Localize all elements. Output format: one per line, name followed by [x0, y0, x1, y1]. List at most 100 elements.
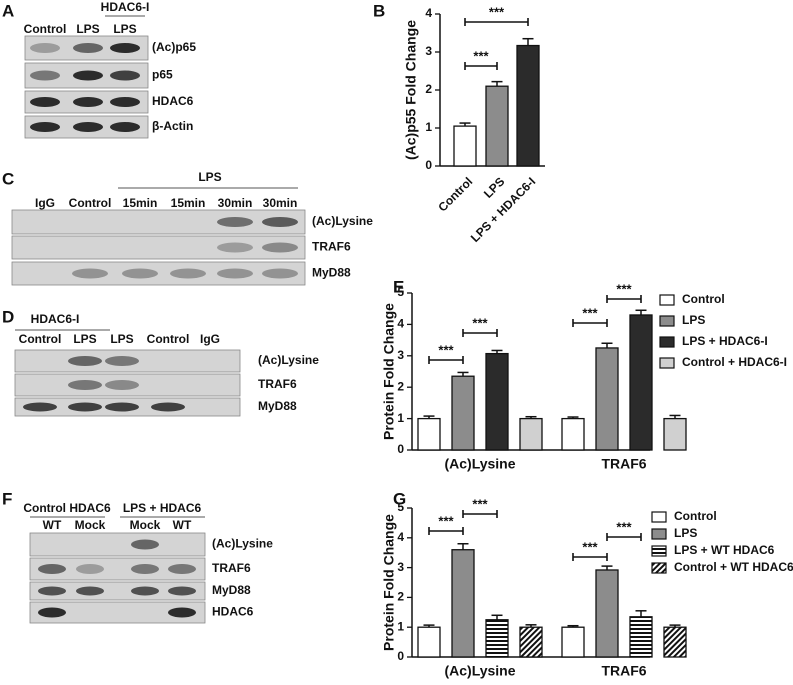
blot-strip: [11, 261, 306, 286]
blot-band: [131, 539, 159, 550]
lane-label: 15min: [123, 196, 158, 210]
significance-label: ***: [438, 342, 454, 357]
bar: [595, 569, 619, 658]
row-label: TRAF6: [212, 561, 251, 575]
blot-band: [131, 564, 159, 574]
legend-label: LPS + WT HDAC6: [674, 543, 775, 557]
error-bar: [669, 624, 681, 628]
y-tick-label: 4: [397, 317, 404, 331]
bar: [453, 125, 477, 167]
legend-label: LPS: [674, 526, 697, 540]
blot-band: [262, 217, 298, 227]
x-tick-label: LPS: [481, 174, 507, 200]
y-axis-label: Protein Fold Change: [381, 514, 397, 651]
bar: [417, 417, 441, 451]
blot-band: [23, 402, 57, 412]
error-bar: [567, 624, 579, 628]
blot-band: [217, 242, 253, 253]
group-label: LPS: [198, 170, 221, 184]
panel-label: D: [2, 307, 14, 326]
legend-swatch: [659, 336, 675, 348]
error-bar: [525, 415, 537, 419]
x-tick-label: TRAF6: [601, 456, 646, 472]
lane-label: LPS: [76, 22, 99, 36]
bar: [485, 352, 509, 451]
y-axis-label: (Ac)p55 Fold Change: [403, 20, 419, 160]
blot-band: [262, 268, 298, 279]
group-label: Control HDAC6: [23, 501, 111, 515]
significance-bracket: [428, 356, 464, 364]
lane-label: 30min: [218, 196, 253, 210]
blot-band: [151, 402, 185, 412]
blot-band: [170, 268, 206, 279]
blot-band: [105, 356, 139, 366]
panel-label: C: [2, 169, 14, 188]
lane-label: Control: [19, 332, 62, 346]
error-bar: [491, 349, 503, 354]
y-tick-label: 3: [397, 560, 404, 574]
lane-label: LPS: [110, 332, 133, 346]
bar: [561, 626, 585, 658]
blot-band: [168, 607, 196, 618]
error-bar: [423, 415, 435, 419]
legend-swatch: [659, 294, 675, 306]
bar: [451, 375, 475, 451]
group-label: HDAC6-I: [101, 0, 150, 14]
significance-bracket: [572, 319, 608, 327]
blot-band: [168, 586, 196, 596]
row-label: (Ac)p65: [152, 40, 196, 54]
legend-label: LPS + HDAC6-I: [682, 334, 768, 348]
blot-band: [72, 268, 108, 279]
bar: [516, 44, 540, 167]
blot-band: [110, 70, 140, 81]
blot-band: [30, 122, 60, 132]
error-bar: [423, 624, 435, 628]
blot-band: [262, 242, 298, 253]
legend-swatch: [659, 315, 675, 327]
significance-label: ***: [582, 305, 598, 320]
row-label: MyD88: [212, 583, 251, 597]
bar: [451, 549, 475, 658]
significance-label: ***: [472, 496, 488, 511]
panel-label: E: [393, 277, 404, 296]
y-tick-label: 3: [425, 44, 432, 58]
bar: [519, 417, 543, 451]
row-label: MyD88: [312, 266, 351, 280]
y-tick-label: 2: [397, 379, 404, 393]
lane-label: Control: [24, 22, 67, 36]
blot-strip: [11, 235, 306, 260]
significance-label: ***: [438, 513, 454, 528]
blot-band: [73, 70, 103, 81]
significance-bracket: [462, 510, 498, 518]
lane-label: IgG: [200, 332, 220, 346]
x-tick-label: Control: [435, 174, 475, 214]
blot-band: [110, 97, 140, 107]
blot-band: [68, 356, 102, 366]
row-label: MyD88: [258, 399, 297, 413]
blot-band: [30, 97, 60, 107]
lane-label: WT: [173, 518, 192, 532]
y-tick-label: 5: [397, 500, 404, 514]
legend-label: Control + WT HDAC6: [674, 560, 793, 574]
bar: [485, 85, 509, 167]
blot-band: [217, 268, 253, 279]
y-tick-label: 1: [425, 120, 432, 134]
blot-band: [110, 122, 140, 132]
blot-strip: [29, 601, 206, 624]
error-bar: [491, 80, 503, 87]
panel-label: B: [373, 1, 385, 20]
blot-band: [30, 43, 60, 53]
blot-band: [73, 97, 103, 107]
bar: [663, 626, 687, 658]
lane-label: Mock: [130, 518, 161, 532]
error-bar: [635, 309, 647, 315]
bar: [561, 417, 585, 451]
y-tick-label: 0: [397, 649, 404, 663]
y-tick-label: 4: [397, 530, 404, 544]
blot-band: [105, 402, 139, 412]
row-label: β-Actin: [152, 119, 193, 133]
significance-bracket: [606, 295, 642, 303]
blot-strip: [29, 581, 206, 601]
lane-label: Control: [69, 196, 112, 210]
blot-band: [38, 586, 66, 596]
